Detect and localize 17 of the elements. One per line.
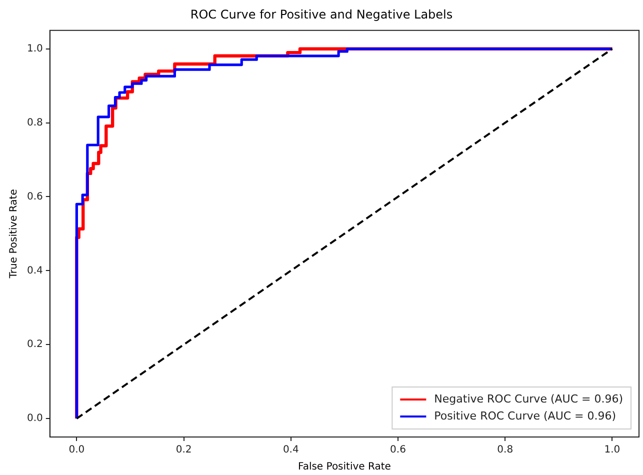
y-tick-label: 1.0 <box>26 43 43 54</box>
y-axis-title: True Positive Rate <box>8 189 20 280</box>
x-tick-label: 0.6 <box>390 444 406 456</box>
legend-label: Negative ROC Curve (AUC = 0.96) <box>434 392 624 406</box>
x-tick-label: 0.0 <box>68 444 85 456</box>
x-axis-title: False Positive Rate <box>298 462 391 473</box>
y-tick-label: 0.8 <box>26 117 43 128</box>
x-tick-label: 0.8 <box>497 444 514 456</box>
y-tick-label: 0.6 <box>26 191 43 202</box>
y-tick-label: 0.2 <box>26 339 43 350</box>
chart-title: ROC Curve for Positive and Negative Labels <box>190 7 453 22</box>
x-tick-label: 0.4 <box>282 444 299 456</box>
y-tick-label: 0.4 <box>26 265 43 276</box>
x-tick-label: 1.0 <box>604 444 620 456</box>
y-tick-label: 0.0 <box>26 413 43 424</box>
x-tick-label: 0.2 <box>176 444 192 456</box>
legend-label: Positive ROC Curve (AUC = 0.96) <box>434 409 616 422</box>
